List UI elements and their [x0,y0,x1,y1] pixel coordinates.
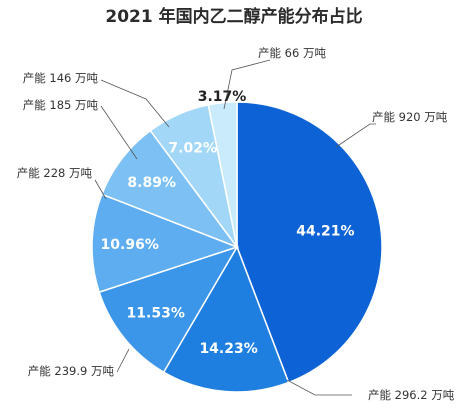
slice-percent-label: 10.96% [101,237,159,253]
slice-percent-label: 8.89% [127,175,176,191]
slice-percent-label: 11.53% [127,306,185,322]
leader-line [100,105,138,160]
slice-callout-label: 产能 920 万吨 [372,110,448,124]
chart-title: 2021 年国内乙二醇产能分布占比 [105,6,362,27]
leader-line [100,79,170,128]
slice-callout-label: 产能 239.9 万吨 [28,364,115,378]
leader-line [286,379,352,396]
leader-line [94,179,107,200]
slice-callout-label: 产能 185 万吨 [23,98,99,112]
slice-callout-label: 产能 146 万吨 [23,71,99,85]
slice-callout-label: 产能 228 万吨 [17,166,93,180]
leader-line [116,348,130,373]
slice-callout-label: 产能 296.2 万吨 [368,388,455,402]
slice-percent-label: 7.02% [168,141,217,157]
leader-line [335,123,376,148]
slice-percent-label: 3.17% [198,89,247,105]
pie-slice [98,245,239,374]
pie-slice [91,193,240,294]
slice-percent-label: 44.21% [296,224,354,240]
slice-callout-label: 产能 66 万吨 [258,46,326,60]
slice-percent-label: 14.23% [199,341,257,357]
pie-slice [207,101,238,248]
pie-slice [236,101,383,384]
leader-line [223,59,271,110]
pie-slice [162,245,290,393]
